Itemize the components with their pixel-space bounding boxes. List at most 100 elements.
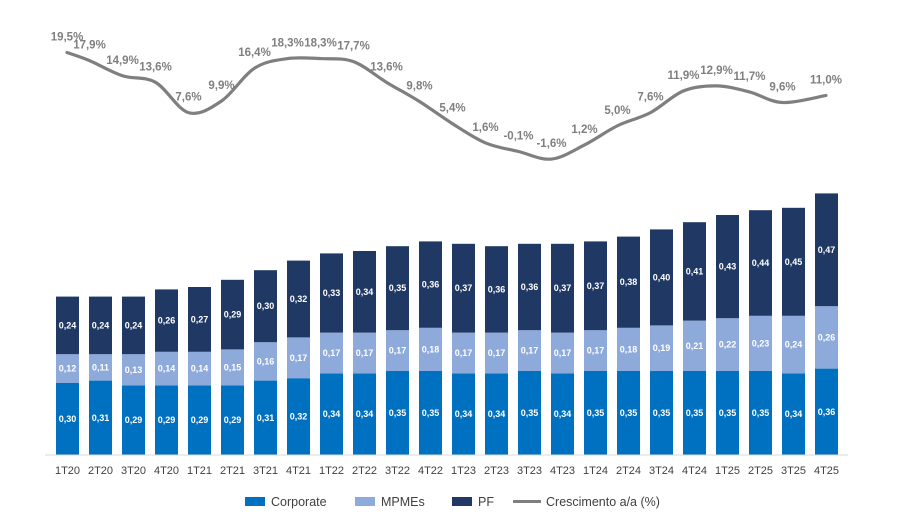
data-label-corporate-3t24: 0,35	[653, 408, 671, 418]
bar-corporate-4t20	[155, 385, 178, 455]
data-label-pf-2t23: 0,36	[488, 284, 506, 294]
bar-pf-1t22	[320, 253, 343, 333]
legend: Corporate MPMEs PF Crescimento a/a (%)	[245, 495, 660, 509]
data-label-corporate-3t25: 0,34	[785, 409, 803, 419]
bar-corporate-2t25	[749, 371, 772, 455]
data-label-pf-1t20: 0,24	[59, 320, 77, 330]
x-tick-3t21: 3T21	[253, 465, 278, 477]
growth-label-4t23: -1,6%	[536, 138, 566, 150]
data-label-corporate-2t25: 0,35	[752, 408, 770, 418]
bar-pf-2t21	[221, 279, 244, 350]
bar-mpmes-4t22	[419, 327, 442, 371]
growth-label-3t20: 14,9%	[106, 55, 139, 67]
data-label-corporate-1t24: 0,35	[587, 408, 605, 418]
data-label-mpmes-3t21: 0,16	[257, 356, 275, 366]
data-label-mpmes-1t23: 0,17	[455, 348, 473, 358]
bar-pf-2t22	[353, 251, 376, 333]
data-label-pf-3t24: 0,40	[653, 272, 671, 282]
data-label-corporate-1t25: 0,35	[719, 408, 737, 418]
data-label-mpmes-3t20: 0,13	[125, 365, 143, 375]
x-tick-2t23: 2T23	[484, 465, 509, 477]
legend-swatch-pf	[452, 497, 472, 506]
bar-pf-3t24	[650, 229, 673, 326]
data-label-pf-4t21: 0,32	[290, 294, 308, 304]
growth-label-4t25: 11,0%	[810, 74, 842, 86]
x-tick-4t20: 4T20	[154, 465, 179, 477]
growth-label-4t22: 9,8%	[406, 81, 432, 93]
bar-mpmes-1t23	[452, 332, 475, 374]
bar-pf-4t25	[815, 193, 838, 307]
bar-mpmes-2t21	[221, 349, 244, 386]
data-label-corporate-4t21: 0,32	[290, 412, 308, 422]
data-label-pf-2t24: 0,38	[620, 277, 638, 287]
x-tick-2t21: 2T21	[220, 465, 245, 477]
data-label-mpmes-2t22: 0,17	[356, 348, 374, 358]
data-label-corporate-3t21: 0,31	[257, 413, 275, 423]
x-tick-1t21: 1T21	[187, 465, 212, 477]
bar-pf-2t23	[485, 246, 508, 333]
x-tick-4t24: 4T24	[682, 465, 707, 477]
data-label-mpmes-1t25: 0,22	[719, 340, 737, 350]
bar-pf-3t25	[782, 207, 805, 316]
bar-corporate-1t21	[188, 385, 211, 455]
data-label-mpmes-3t24: 0,19	[653, 343, 671, 353]
data-label-mpmes-2t25: 0,23	[752, 338, 770, 348]
bar-mpmes-4t24	[683, 320, 706, 371]
bar-pf-4t24	[683, 222, 706, 321]
legend-swatch-mpmes	[355, 497, 375, 506]
bar-corporate-4t24	[683, 371, 706, 455]
bar-pf-2t24	[617, 236, 640, 328]
bar-mpmes-4t25	[815, 306, 838, 369]
legend-swatch-corporate	[245, 497, 265, 506]
data-label-pf-4t23: 0,37	[554, 283, 572, 293]
bar-corporate-4t23	[551, 373, 574, 455]
bar-mpmes-2t20	[89, 354, 112, 381]
bar-pf-2t20	[89, 296, 112, 355]
bar-corporate-3t21	[254, 380, 277, 455]
bar-corporate-2t24	[617, 371, 640, 455]
growth-labels-layer: 19,5%17,9%14,9%13,6%7,6%9,9%16,4%18,3% 18…	[51, 32, 842, 151]
bar-corporate-4t21	[287, 378, 310, 455]
data-label-mpmes-3t25: 0,24	[785, 340, 803, 350]
bar-mpmes-3t25	[782, 315, 805, 374]
data-label-pf-3t20: 0,24	[125, 320, 143, 330]
growth-label-2t22: 17,7%	[337, 41, 370, 53]
data-label-mpmes-1t20: 0,12	[59, 364, 77, 374]
bar-corporate-1t25	[716, 371, 739, 455]
data-label-mpmes-4t20: 0,14	[158, 364, 176, 374]
bar-pf-4t20	[155, 289, 178, 352]
growth-label-1t22: 18,3%	[304, 38, 337, 50]
bar-corporate-2t21	[221, 385, 244, 455]
data-label-corporate-2t21: 0,29	[224, 415, 242, 425]
data-label-mpmes-2t24: 0,18	[620, 344, 638, 354]
x-tick-4t25: 4T25	[814, 465, 839, 477]
bar-mpmes-4t21	[287, 337, 310, 379]
data-label-mpmes-3t23: 0,17	[521, 346, 539, 356]
bar-pf-3t21	[254, 270, 277, 343]
data-label-corporate-1t23: 0,34	[455, 409, 473, 419]
bars-layer	[56, 193, 838, 455]
data-label-pf-2t21: 0,29	[224, 310, 242, 320]
data-label-pf-2t20: 0,24	[92, 320, 110, 330]
bar-pf-4t23	[551, 243, 574, 333]
bar-corporate-3t23	[518, 371, 541, 455]
x-tick-labels: 1T20 2T20 3T20 4T20 1T21 2T21 3T21 4T21 1T22 2T22…	[55, 465, 839, 477]
bar-mpmes-3t20	[122, 354, 145, 386]
data-label-corporate-2t24: 0,35	[620, 408, 638, 418]
x-tick-1t23: 1T23	[451, 465, 476, 477]
data-label-mpmes-4t24: 0,21	[686, 341, 704, 351]
bar-mpmes-3t24	[650, 325, 673, 371]
bar-mpmes-1t22	[320, 332, 343, 374]
bar-pf-4t21	[287, 260, 310, 338]
data-label-mpmes-4t22: 0,18	[422, 344, 440, 354]
data-label-mpmes-3t22: 0,17	[389, 346, 407, 356]
growth-line	[65, 50, 828, 161]
data-label-pf-4t25: 0,47	[818, 245, 836, 255]
bar-mpmes-4t23	[551, 332, 574, 374]
bar-corporate-3t20	[122, 385, 145, 455]
data-label-corporate-1t21: 0,29	[191, 415, 209, 425]
x-tick-3t25: 3T25	[781, 465, 806, 477]
x-tick-4t23: 4T23	[550, 465, 575, 477]
growth-label-3t25: 9,6%	[769, 82, 795, 94]
